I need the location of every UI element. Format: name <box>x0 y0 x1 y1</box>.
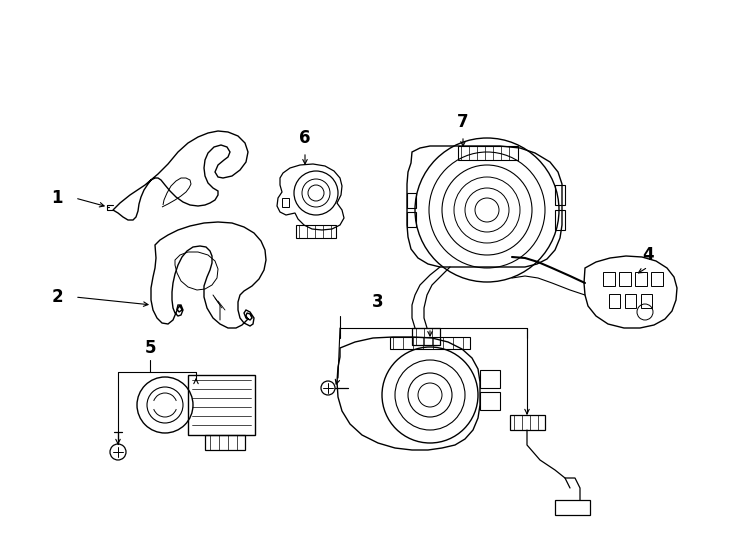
Text: 1: 1 <box>51 189 62 207</box>
Text: 7: 7 <box>457 113 469 131</box>
Text: 6: 6 <box>299 129 310 147</box>
Text: 4: 4 <box>642 246 654 264</box>
Text: 3: 3 <box>372 293 384 311</box>
Text: 2: 2 <box>51 288 63 306</box>
Text: 5: 5 <box>145 339 156 357</box>
